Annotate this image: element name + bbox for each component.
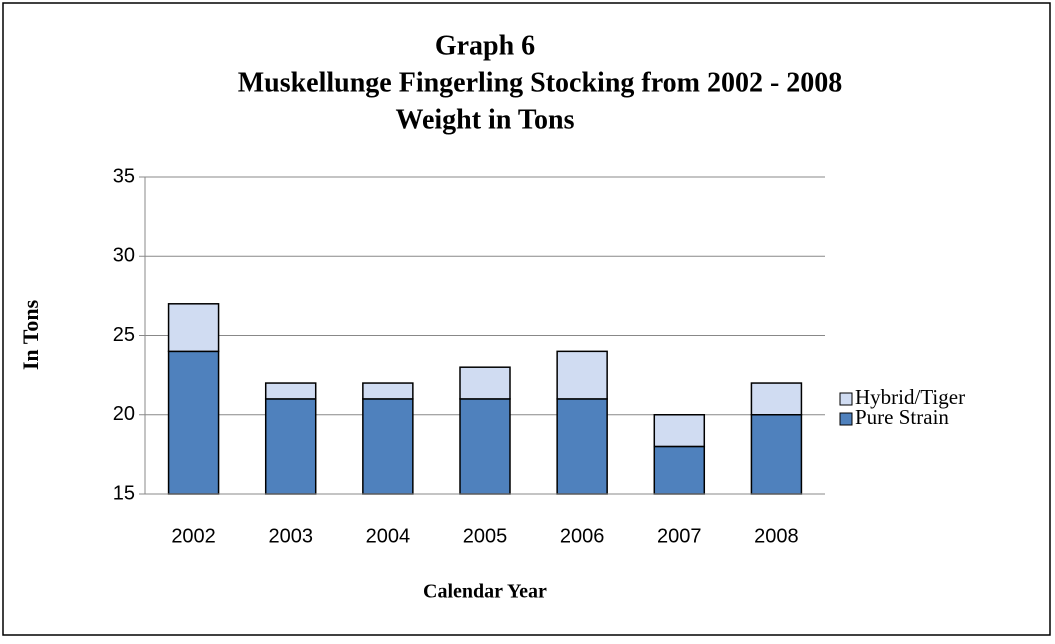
x-tick-label: 2002 (171, 525, 216, 547)
legend-swatch (839, 412, 853, 426)
x-tick-label: 2007 (657, 525, 702, 547)
bar-segment (750, 414, 803, 495)
y-tick-label: 15 (113, 482, 135, 504)
bar-segment (556, 398, 608, 495)
y-tick-label: 20 (113, 403, 135, 425)
y-tick-label: 30 (113, 245, 135, 267)
chart-title: Muskellunge Fingerling Stocking from 200… (238, 67, 843, 98)
x-tick-label: 2003 (268, 525, 313, 547)
bar-segment (459, 366, 511, 400)
legend-swatch (839, 392, 853, 406)
bar-segment (653, 445, 706, 495)
y-tick-label: 35 (113, 165, 135, 187)
bar-segment (750, 382, 803, 416)
bar-segment (264, 398, 317, 495)
y-axis-label: In Tons (18, 299, 43, 370)
x-axis-label: Calendar Year (423, 581, 547, 603)
bar-segment (653, 414, 706, 448)
x-tick-label: 2004 (366, 525, 411, 547)
bar-segment (362, 382, 414, 400)
bar-segment (167, 350, 220, 495)
bar-segment (556, 350, 608, 400)
bar-segment (459, 398, 511, 495)
bar-segment (167, 303, 220, 353)
chart-title: Weight in Tons (396, 104, 575, 135)
chart-title: Graph 6 (435, 30, 535, 61)
bar-segment (362, 398, 414, 495)
legend-label: Pure Strain (855, 405, 949, 429)
x-tick-label: 2006 (560, 525, 605, 547)
legend-label: Hybrid/Tiger (855, 385, 965, 409)
x-tick-label: 2008 (754, 525, 799, 547)
y-tick-label: 25 (113, 324, 135, 346)
x-tick-label: 2005 (463, 525, 508, 547)
bar-segment (264, 382, 317, 400)
